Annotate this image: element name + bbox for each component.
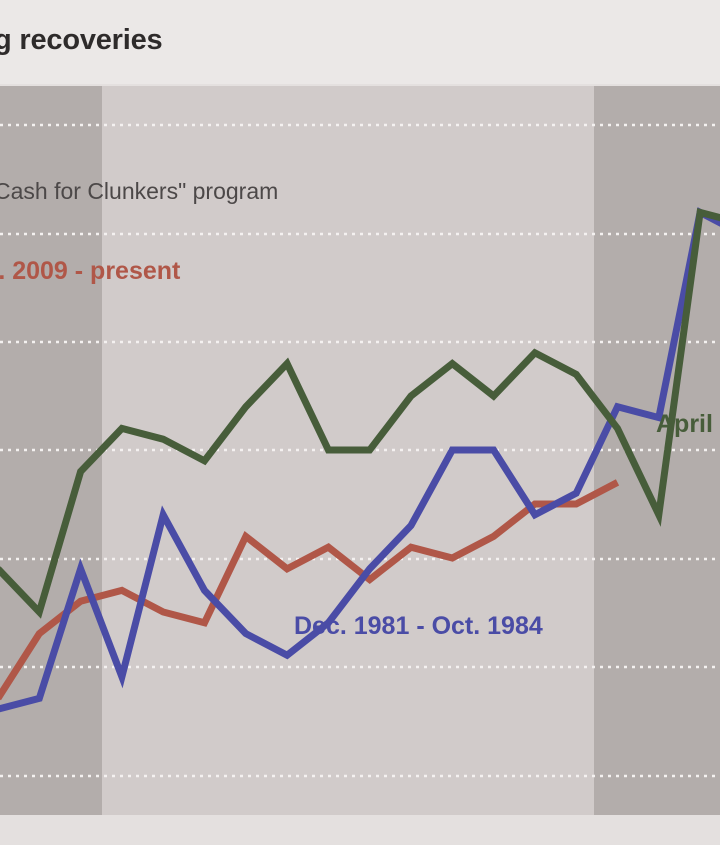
annotation-blue-series: Dec. 1981 - Oct. 1984 (294, 612, 543, 640)
annotation-program: Cash for Clunkers" program (0, 178, 278, 204)
annotation-red-series: ). 2009 - present (0, 257, 181, 285)
annotations: Cash for Clunkers" program ). 2009 - pre… (0, 178, 713, 640)
annotation-green-series: April (656, 410, 713, 438)
series-line-green (0, 208, 720, 619)
series-lines (0, 207, 720, 713)
series-line-blue (0, 207, 720, 713)
series-line-red (0, 479, 620, 701)
title-bar: g recoveries (0, 0, 720, 84)
chart-title: g recoveries (0, 24, 163, 56)
